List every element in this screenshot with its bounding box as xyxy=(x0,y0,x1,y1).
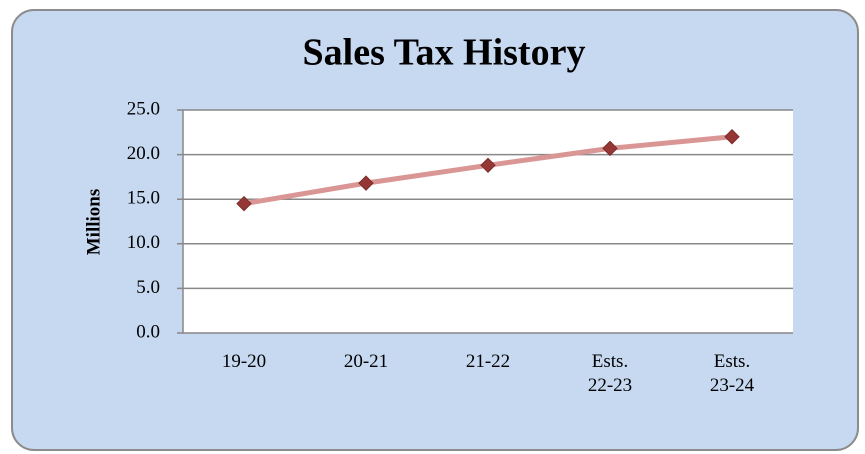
x-tick-label: 20-21 xyxy=(343,351,389,372)
x-tick-label: Ests. 22-23 xyxy=(587,351,633,396)
y-tick-label: 15.0 xyxy=(127,188,160,209)
y-tick-label: 20.0 xyxy=(127,143,160,164)
chart-title: Sales Tax History xyxy=(303,32,586,74)
plot-area xyxy=(183,110,793,333)
y-tick-label: 25.0 xyxy=(127,98,160,119)
y-tick-label: 10.0 xyxy=(127,232,160,253)
point-marker xyxy=(236,195,252,212)
x-tick-label: 19-20 xyxy=(221,351,267,372)
x-tick-label: 21-22 xyxy=(465,351,511,372)
y-tick-label: 0.0 xyxy=(136,321,160,342)
point-marker xyxy=(480,157,496,174)
point-marker xyxy=(358,175,374,191)
y-tick-label: 5.0 xyxy=(136,277,160,298)
point-marker xyxy=(724,129,740,145)
x-tick-label: Ests. 23-24 xyxy=(709,351,755,396)
point-marker xyxy=(602,140,618,157)
y-axis-label: Millions xyxy=(83,189,104,256)
